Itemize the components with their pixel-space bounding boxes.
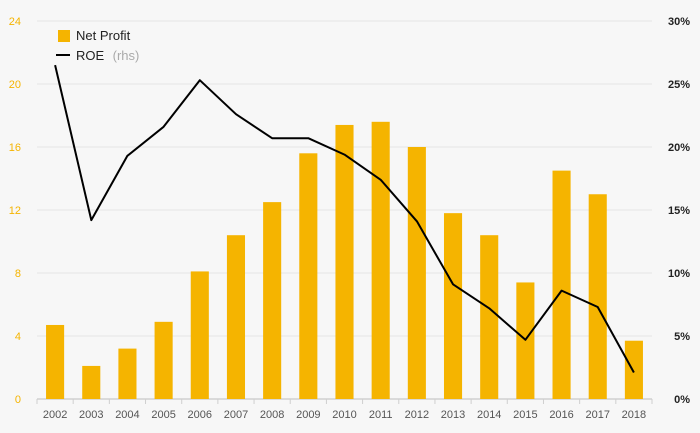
y-right-tick-label: 20%	[668, 142, 690, 154]
legend-label-roe-group: ROE (rhs)	[76, 47, 139, 64]
bar	[552, 170, 571, 399]
y-right-tick-label: 15%	[668, 205, 690, 217]
bar	[335, 124, 354, 399]
y-right-tick-label: 10%	[668, 268, 690, 280]
x-tick-label: 2002	[43, 409, 67, 421]
x-tick-label: 2018	[622, 409, 646, 421]
y-right-tick-label: 25%	[668, 79, 690, 91]
bar	[190, 271, 209, 399]
x-tick-label: 2004	[115, 409, 139, 421]
bar	[118, 348, 137, 399]
x-tick-label: 2015	[513, 409, 537, 421]
x-tick-label: 2011	[369, 409, 393, 421]
x-tick-label: 2006	[188, 409, 212, 421]
roe-line-group	[54, 64, 635, 373]
x-tick-label: 2003	[79, 409, 103, 421]
bar	[154, 321, 173, 399]
y-right-tick-label: 0%	[674, 394, 690, 406]
x-tick-label: 2012	[405, 409, 429, 421]
bar	[46, 324, 65, 399]
bar	[407, 147, 426, 399]
y-left-tick-label: 24	[9, 16, 21, 28]
x-tick-label: 2014	[477, 409, 501, 421]
bar	[588, 194, 607, 399]
x-tick-label: 2016	[549, 409, 573, 421]
x-axis: 2002 2003 2004 2005 2006 2007 2008 2009 2010 2011…	[36, 399, 653, 421]
bar	[480, 235, 499, 399]
legend-label-net-profit: Net Profit	[76, 28, 131, 43]
x-tick-label: 2005	[151, 409, 175, 421]
net-profit-bars	[46, 121, 643, 400]
legend-label-roe: ROE	[76, 48, 105, 63]
y-left-tick-label: 0	[15, 394, 21, 406]
x-tick-label: 2007	[224, 409, 248, 421]
bar	[624, 340, 643, 399]
x-tick-label: 2009	[296, 409, 320, 421]
legend: Net Profit ROE (rhs)	[56, 28, 139, 64]
y-axis-left: 0 4 8 12 16 20 24	[9, 16, 21, 406]
x-tick-label: 2017	[585, 409, 609, 421]
x-tick-label: 2010	[332, 409, 356, 421]
y-right-tick-label: 5%	[674, 331, 690, 343]
bar	[443, 213, 463, 399]
bar	[371, 121, 390, 400]
x-tick-label: 2008	[260, 409, 284, 421]
legend-swatch-net-profit	[58, 30, 70, 42]
bar	[299, 153, 318, 399]
y-left-tick-label: 20	[9, 79, 21, 91]
y-left-tick-label: 4	[15, 331, 21, 343]
legend-label-roe-suffix: (rhs)	[113, 48, 140, 63]
y-left-tick-label: 8	[15, 268, 21, 280]
x-tick-label: 2013	[441, 409, 465, 421]
y-axis-right: 0% 5% 10% 15% 20% 25% 30%	[668, 16, 690, 406]
y-left-tick-label: 16	[9, 142, 21, 154]
bar	[263, 202, 282, 399]
y-left-tick-label: 12	[9, 205, 21, 217]
roe-line	[54, 64, 635, 373]
y-right-tick-label: 30%	[668, 16, 690, 28]
bar	[226, 235, 246, 399]
bar	[82, 365, 101, 399]
